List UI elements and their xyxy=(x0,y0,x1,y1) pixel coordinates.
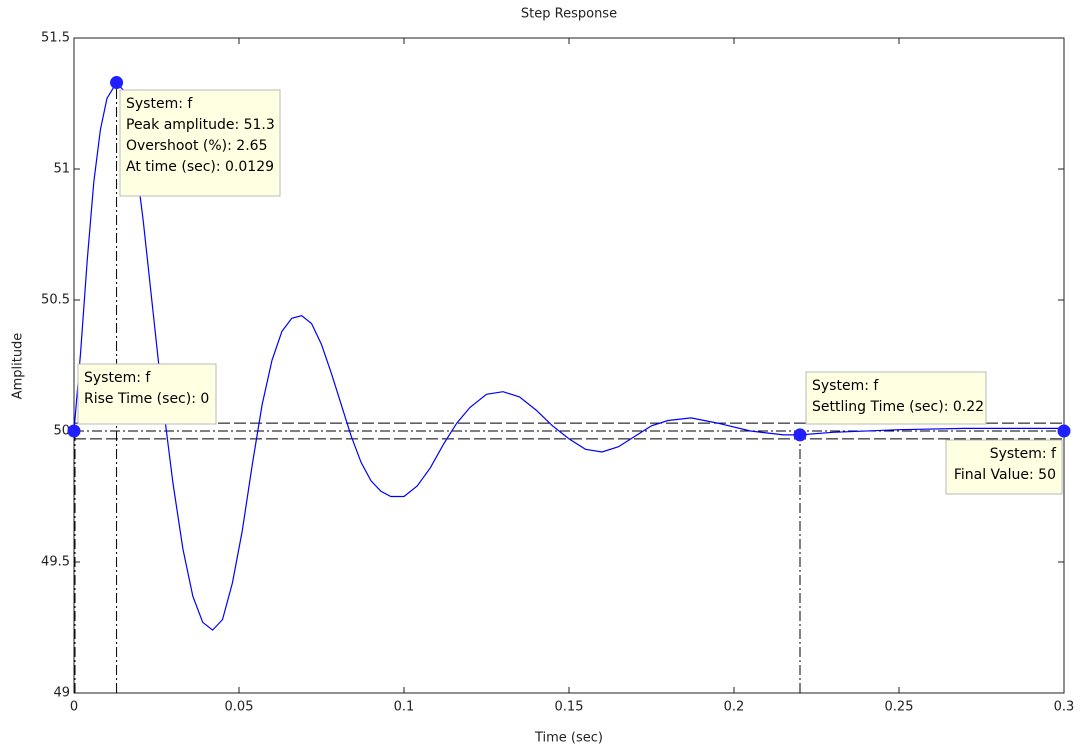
data-tip-text: Settling Time (sec): 0.22 xyxy=(812,399,984,415)
data-tip-text: Peak amplitude: 51.3 xyxy=(126,117,275,133)
data-tip: System: f Rise Time (sec): 0 xyxy=(78,364,216,424)
x-axis-label: Time (sec) xyxy=(534,731,603,746)
data-tip-marker xyxy=(110,76,123,89)
data-tip-marker xyxy=(68,425,81,438)
data-tip-text: System: f xyxy=(990,446,1057,462)
y-tick-label: 50.5 xyxy=(41,293,70,308)
data-tip: System: f Final Value: 50 xyxy=(946,440,1062,494)
data-tip-text: Overshoot (%): 2.65 xyxy=(126,138,267,154)
data-tip-text: Final Value: 50 xyxy=(954,467,1056,483)
y-tick-label: 51.5 xyxy=(41,31,70,46)
x-tick-label: 0.1 xyxy=(394,700,415,715)
x-tick-label: 0.05 xyxy=(225,700,254,715)
data-tip-text: System: f xyxy=(84,370,151,386)
data-tip-marker xyxy=(794,428,807,441)
y-tick-label: 51 xyxy=(53,162,70,177)
chart-title: Step Response xyxy=(521,7,617,22)
data-tip-text: System: f xyxy=(126,96,193,112)
data-tip: System: f Peak amplitude: 51.3 Overshoot (… xyxy=(120,90,280,196)
data-tip-text: At time (sec): 0.0129 xyxy=(126,159,274,175)
data-tip-marker xyxy=(1058,425,1071,438)
chart: Step Response Time (sec) Amplitude 49 49.… xyxy=(0,0,1081,748)
data-tip-text: System: f xyxy=(812,378,879,394)
data-tip: System: f Settling Time (sec): 0.22 xyxy=(806,372,986,424)
data-tip-text: Rise Time (sec): 0 xyxy=(84,391,209,407)
y-tick-label: 49.5 xyxy=(41,555,70,570)
x-tick-label: 0 xyxy=(70,700,78,715)
x-tick-label: 0.2 xyxy=(724,700,745,715)
y-axis-label: Amplitude xyxy=(11,333,26,400)
x-tick-label: 0.25 xyxy=(885,700,914,715)
x-tick-label: 0.15 xyxy=(555,700,584,715)
y-tick-label: 49 xyxy=(53,686,70,701)
x-tick-label: 0.3 xyxy=(1054,700,1075,715)
